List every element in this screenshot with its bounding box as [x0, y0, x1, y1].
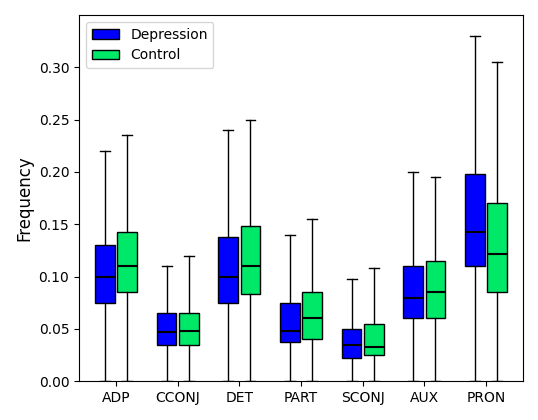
PathPatch shape: [364, 324, 384, 355]
PathPatch shape: [240, 226, 260, 294]
PathPatch shape: [404, 266, 423, 318]
PathPatch shape: [465, 174, 485, 266]
PathPatch shape: [426, 261, 445, 318]
PathPatch shape: [95, 245, 115, 303]
PathPatch shape: [302, 292, 322, 339]
PathPatch shape: [157, 313, 176, 345]
PathPatch shape: [487, 203, 507, 292]
PathPatch shape: [179, 313, 199, 345]
PathPatch shape: [280, 303, 300, 341]
PathPatch shape: [117, 231, 137, 292]
Y-axis label: Frequency: Frequency: [15, 155, 33, 241]
Legend: Depression, Control: Depression, Control: [86, 22, 214, 68]
PathPatch shape: [342, 329, 362, 358]
PathPatch shape: [218, 237, 238, 303]
